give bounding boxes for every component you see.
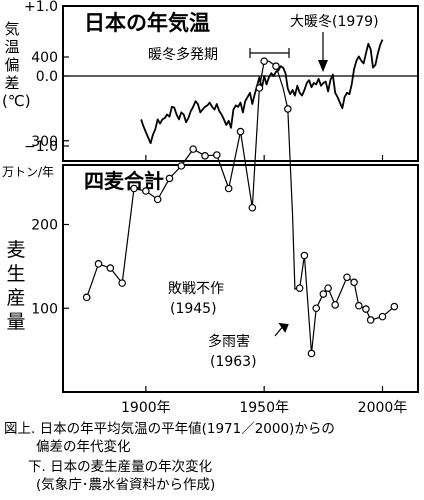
wheat-point (355, 301, 363, 310)
heavy-rain-arrowhead (278, 322, 289, 333)
wheat-point (189, 145, 197, 153)
wheat-point (272, 62, 280, 71)
wheat-point (343, 273, 351, 282)
defeat-harvest-label: 敗戦不作 (168, 281, 224, 297)
wheat-point (284, 105, 292, 113)
big-warm-winter-arrowhead (318, 60, 328, 72)
wheat-point (142, 187, 150, 195)
wheat-point (312, 304, 321, 313)
x-axis: 1900年 1950年 2000年 (121, 155, 407, 416)
wheat-point (366, 316, 375, 324)
temp-y-axis: +1.0 0.0 −1.0 (24, 0, 69, 155)
temp-y-tick-label: +1.0 (24, 0, 58, 15)
wheat-point (201, 152, 209, 160)
wheat-title: 四麦合計 (84, 169, 164, 193)
wheat-y-tick-label: 100 (31, 301, 58, 317)
wheat-point (260, 57, 268, 65)
wheat-point (378, 312, 387, 321)
x-tick-label: 1900年 (121, 400, 171, 416)
caption-line-3: 下. 日本の麦生産量の年次変化 (28, 459, 213, 475)
temp-y-tick-label: −1.0 (24, 139, 58, 155)
wheat-point (248, 203, 257, 212)
temperature-panel-frame (62, 5, 419, 162)
wheat-y-axis: 100 200 300 400 (31, 50, 69, 317)
wheat-point (350, 278, 358, 287)
wheat-point (165, 174, 174, 183)
x-tick-label: 1950年 (239, 400, 289, 416)
wheat-point (224, 184, 233, 193)
heavy-rain-label: 多雨害 (208, 333, 250, 350)
wheat-y-tick-label: 200 (31, 218, 58, 234)
temp-title: 日本の年気温 (84, 11, 210, 35)
caption-line-2: 偏差の年代変化 (36, 439, 131, 455)
wheat-point (153, 195, 162, 204)
wheat-point (362, 305, 370, 313)
wheat-point (255, 84, 264, 92)
wheat-point (213, 151, 221, 159)
wheat-point (106, 264, 115, 272)
caption-line-1: 図上. 日本の年平均気温の平年値(1971／2000)からの (4, 421, 335, 437)
wheat-y-tick-label: 400 (31, 50, 58, 66)
wheat-point (295, 284, 304, 292)
temp-y-label: 気温偏差(℃) (2, 20, 31, 110)
wheat-point (82, 293, 91, 302)
wheat-unit-label: 万トン/年 (2, 165, 54, 179)
wheat-y-tick-label: 300 (31, 134, 58, 150)
wheat-point (118, 279, 126, 287)
defeat-harvest-year: (1945) (170, 301, 217, 317)
wheat-point (390, 302, 399, 311)
heavy-rain-year: (1963) (210, 354, 257, 370)
warm-winter-period-label: 暖冬多発期 (148, 46, 218, 63)
wheat-panel-frame (62, 164, 419, 393)
temp-y-tick-label: 0.0 (36, 69, 58, 85)
wheat-points (82, 57, 399, 358)
wheat-point (130, 184, 138, 193)
caption-line-4: (気象庁･農水省資料から作成) (36, 477, 216, 493)
wheat-point (319, 290, 328, 298)
wheat-point (177, 162, 186, 170)
wheat-point (300, 251, 309, 260)
x-tick-label: 2000年 (358, 400, 408, 416)
wheat-point (331, 301, 339, 309)
wheat-point (307, 349, 316, 358)
big-warm-winter-label: 大暖冬(1979) (290, 14, 379, 30)
wheat-point (236, 127, 245, 136)
wheat-y-label: 麦生産量 (6, 239, 26, 333)
wheat-point (94, 260, 103, 268)
wheat-point (324, 284, 332, 292)
